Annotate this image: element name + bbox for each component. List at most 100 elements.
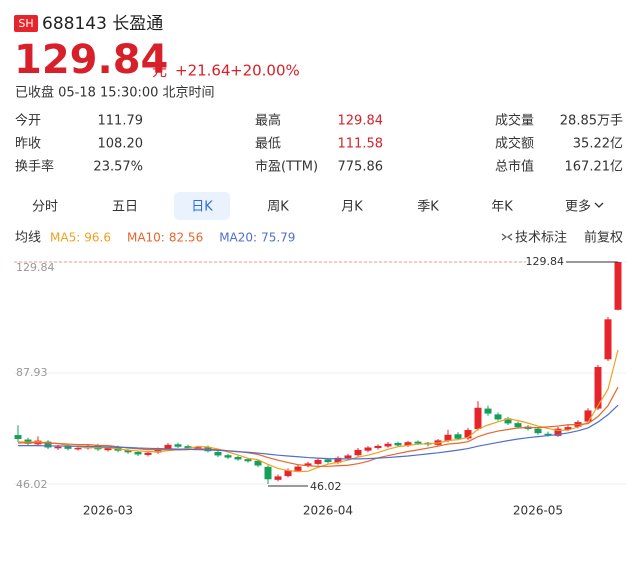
stat-value: 775.86: [338, 160, 384, 175]
market-status: 已收盘 05-18 15:30:00 北京时间: [15, 85, 215, 101]
ma-legend-name: MA5:: [50, 231, 80, 245]
candle-body: [414, 441, 422, 444]
stat-label: 换手率: [15, 159, 54, 175]
candle-body: [194, 447, 202, 449]
candle-body: [394, 443, 402, 446]
stat-value: 23.57%: [93, 160, 143, 175]
x-tick-label: 2026-04: [303, 504, 353, 518]
candle-body: [314, 459, 322, 464]
stock-name: 688143 长盈通: [42, 14, 163, 34]
stat-label: 成交额: [495, 136, 534, 152]
candle-body: [244, 459, 252, 462]
candle-body: [344, 455, 352, 459]
candle-body: [554, 428, 562, 436]
more-chevron: [594, 202, 604, 208]
candle-body: [504, 418, 512, 424]
period-tab[interactable]: 日K: [191, 200, 213, 215]
max-label-bg: [526, 255, 566, 269]
candle-body: [74, 448, 82, 450]
y-tick-label: 129.84: [16, 261, 55, 274]
candle-body: [294, 466, 302, 471]
tool-button[interactable]: 技术标注: [515, 231, 567, 246]
ma-legend-name: MA20:: [219, 231, 257, 245]
stat-label: 总市值: [495, 159, 534, 175]
stat-value: 167.21亿: [565, 160, 624, 175]
period-tab[interactable]: 年K: [491, 200, 513, 215]
candle-body: [324, 459, 332, 463]
candle-body: [584, 410, 592, 422]
x-tick-label: 2026-05: [513, 504, 563, 518]
candle-body: [544, 433, 552, 436]
candle-body: [614, 262, 622, 310]
ma-legend-label: 均线: [15, 231, 41, 246]
y-tick-label: 87.93: [16, 366, 48, 379]
candle-body: [64, 446, 72, 449]
candle-body: [454, 434, 462, 439]
y-tick-label: 46.02: [16, 478, 48, 491]
market-badge: SH: [18, 17, 33, 30]
candle-body: [154, 448, 162, 453]
stat-value: 35.22亿: [573, 137, 623, 152]
candle-body: [14, 435, 22, 440]
price: 129.84: [14, 37, 168, 83]
candle-body: [534, 428, 542, 434]
candle-body: [174, 444, 182, 447]
stat-label: 最高: [255, 113, 281, 129]
period-tab[interactable]: 季K: [417, 200, 439, 215]
candle-body: [334, 457, 342, 463]
candle-body: [404, 442, 412, 446]
candle-body: [444, 434, 452, 441]
candle-body: [124, 450, 132, 453]
candle-body: [44, 441, 52, 448]
ma-legend-value: 96.6: [84, 231, 111, 245]
candle-body: [254, 460, 262, 466]
candle-body: [384, 443, 392, 447]
ma-legend-value: 75.79: [261, 231, 295, 245]
min-label: 46.02: [310, 480, 342, 493]
candle-body: [564, 427, 572, 430]
period-tab[interactable]: 月K: [341, 200, 363, 215]
candle-body: [224, 455, 232, 458]
candle-body: [164, 444, 172, 450]
price-change: +21.64: [175, 62, 231, 80]
candle-body: [364, 447, 372, 451]
candle-body: [284, 470, 292, 477]
stat-value: 28.85万手: [560, 114, 623, 129]
ma-line: [17, 349, 619, 473]
stat-label: 最低: [255, 137, 281, 152]
stat-label: 市盈(TTM): [255, 159, 318, 175]
ma-legend-name: MA10:: [127, 231, 165, 245]
candle-body: [184, 446, 192, 449]
candle-body: [134, 452, 142, 455]
period-tab[interactable]: 更多: [565, 199, 591, 215]
max-label: 129.84: [526, 255, 565, 268]
candle-body: [374, 445, 382, 449]
candle-body: [274, 476, 282, 480]
ma-line: [18, 404, 619, 460]
candle-body: [214, 452, 222, 456]
candle-body: [594, 366, 602, 409]
stat-value: 129.84: [338, 114, 384, 129]
stat-value: 108.20: [98, 137, 144, 152]
period-tab[interactable]: 周K: [267, 200, 289, 215]
candle-body: [234, 457, 242, 460]
period-tab[interactable]: 五日: [112, 200, 138, 215]
candle-body: [354, 449, 362, 456]
candle-body: [304, 463, 312, 466]
price-unit: 元: [152, 62, 167, 80]
tab-selected-bg: [174, 192, 230, 220]
stat-label: 成交量: [495, 113, 534, 129]
stat-value: 111.58: [338, 137, 384, 152]
candle-body: [464, 430, 472, 439]
tool-button[interactable]: 前复权: [584, 230, 623, 246]
stat-value: 111.79: [98, 114, 144, 129]
candle-body: [474, 407, 482, 429]
ma-legend-value: 82.56: [169, 231, 203, 245]
candle-body: [104, 447, 112, 451]
candle-body: [604, 319, 612, 360]
stat-label: 今开: [15, 113, 41, 129]
candle-body: [144, 452, 152, 455]
candle-body: [484, 408, 492, 414]
period-tab[interactable]: 分时: [32, 200, 58, 215]
